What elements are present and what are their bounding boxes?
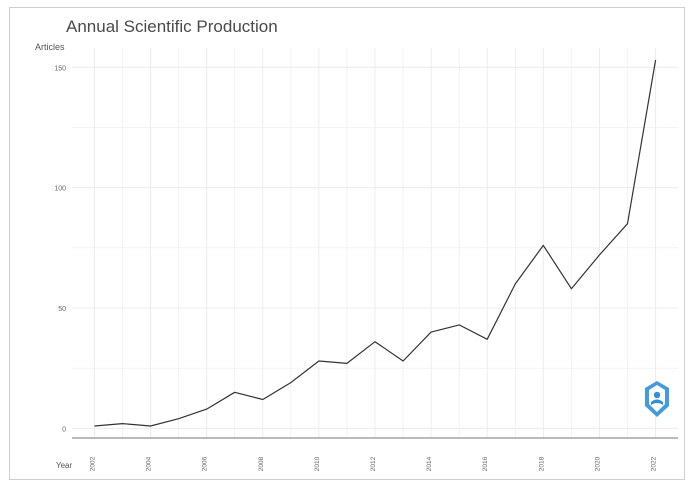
chart-title: Annual Scientific Production [66, 17, 278, 36]
x-tick-label: 2004 [146, 456, 153, 471]
y-tick-label: 50 [58, 306, 66, 313]
y-tick-label: 150 [54, 65, 66, 72]
y-tick-label: 0 [62, 426, 66, 433]
series-line [94, 59, 657, 427]
x-tick-label: 2008 [258, 456, 265, 471]
axis-layer: 0 50 100 150 2002 2004 2006 2008 2010 2012 2014 201… [54, 65, 678, 471]
x-tick-label: 2022 [651, 456, 658, 471]
grid-layer [72, 48, 678, 438]
x-tick-label: 2002 [89, 456, 96, 471]
series-layer [94, 59, 657, 427]
x-tick-label: 2010 [314, 456, 321, 471]
x-tick-label: 2014 [426, 456, 433, 471]
y-axis-title: Articles [35, 42, 65, 52]
x-tick-label: 2020 [594, 456, 601, 471]
y-tick-label: 100 [54, 186, 66, 193]
x-axis-title: Year [56, 461, 73, 470]
shield-logo-icon [644, 380, 670, 418]
x-tick-label: 2006 [202, 456, 209, 471]
x-tick-label: 2016 [482, 456, 489, 471]
x-tick-label: 2018 [538, 456, 545, 471]
x-tick-label: 2012 [370, 456, 377, 471]
